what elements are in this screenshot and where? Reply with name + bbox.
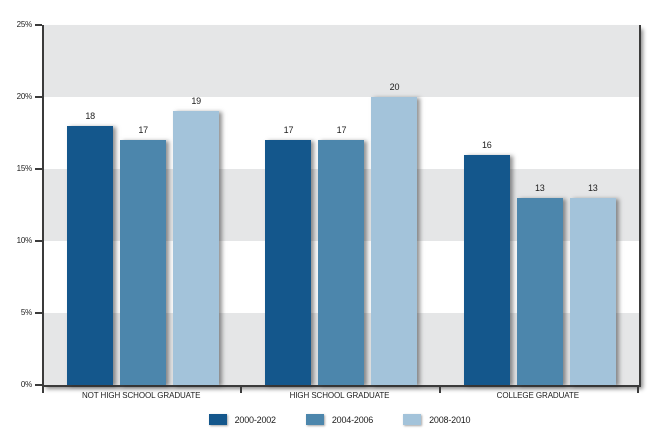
bar-value-label: 17	[336, 125, 347, 136]
bar-value-label: 17	[138, 125, 148, 136]
legend-swatch-icon	[208, 414, 227, 425]
x-axis-category-labels: NOT HIGH SCHOOL GRADUATE HIGH SCHOOL GRAD…	[42, 391, 637, 400]
y-axis-tick	[35, 96, 42, 98]
bar: 19	[173, 96, 220, 385]
bar-group: 17 17 20	[242, 25, 440, 385]
legend-item: 2000-2002	[208, 414, 276, 425]
bar-value-label: 20	[389, 82, 400, 92]
bar: 18	[67, 111, 114, 385]
y-axis-tick	[35, 312, 42, 314]
bar: 16	[463, 140, 510, 385]
bar: 17	[120, 125, 167, 385]
y-axis-tick	[35, 384, 42, 386]
legend: 2000-2002 2004-2006 2008-2010	[42, 414, 637, 425]
category-label: COLLEGE GRADUATE	[496, 391, 579, 400]
bar-group: 16 13 13	[441, 25, 639, 385]
bar: 17	[318, 125, 365, 385]
y-axis-tick-label: 20%	[16, 92, 33, 101]
bar: 17	[265, 125, 312, 385]
y-axis-tick-label: 15%	[16, 164, 33, 173]
legend-label: 2000-2002	[234, 414, 276, 425]
bar: 13	[569, 183, 616, 385]
x-axis-tick	[637, 387, 639, 393]
legend-item: 2004-2006	[305, 414, 374, 425]
legend-item: 2008-2010	[403, 414, 471, 425]
bars-layer: 18 17 19 17 17 20 16 13 13	[44, 25, 639, 385]
bar: 20	[371, 82, 418, 385]
bar: 13	[516, 183, 563, 385]
bar-value-label: 13	[588, 182, 598, 193]
y-axis-tick-label: 0%	[20, 380, 32, 389]
x-axis-tick	[42, 387, 44, 393]
bar-value-label: 19	[191, 96, 201, 107]
legend-swatch-icon	[403, 414, 422, 425]
y-axis-tick	[35, 168, 42, 170]
y-axis-tick-label: 25%	[16, 20, 33, 29]
legend-label: 2008-2010	[429, 414, 471, 425]
category-label: HIGH SCHOOL GRADUATE	[289, 391, 390, 400]
bar-group: 18 17 19	[44, 25, 242, 385]
legend-label: 2004-2006	[331, 414, 374, 425]
x-axis-tick	[240, 387, 243, 393]
bar-value-label: 13	[535, 182, 545, 193]
bar-value-label: 16	[482, 139, 492, 150]
y-axis-tick-label: 5%	[20, 308, 32, 317]
y-axis-tick	[35, 24, 42, 26]
bar-value-label: 18	[85, 110, 95, 121]
plot-area: 18 17 19 17 17 20 16 13 13	[42, 25, 641, 387]
x-axis-tick	[438, 387, 441, 393]
category-label: NOT HIGH SCHOOL GRADUATE	[81, 391, 201, 400]
legend-swatch-icon	[305, 414, 324, 425]
y-axis-tick-label: 10%	[16, 236, 33, 245]
y-axis-tick	[35, 240, 42, 242]
bar-value-label: 17	[283, 125, 294, 136]
